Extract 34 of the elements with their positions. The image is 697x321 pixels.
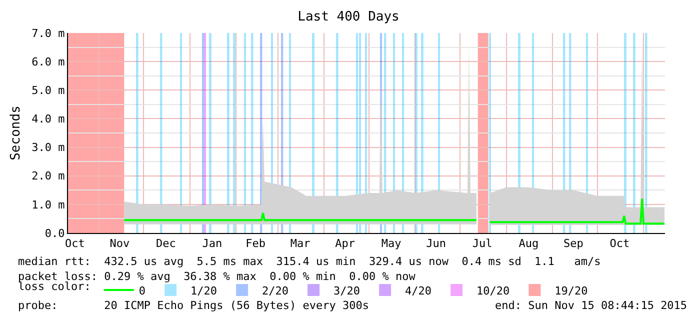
x-tick-label: Oct bbox=[64, 237, 85, 250]
x-tick-label: Jul bbox=[472, 237, 492, 250]
text: probe: 20 ICMP Echo Pings (56 Bytes) every 300s bbox=[18, 299, 369, 312]
legend-label: 2/20 bbox=[262, 284, 289, 298]
text: median rtt: 432.5 us avg 5.5 ms max 315.4 us min 329.4 us now 0.4 ms sd 1.1 am/s bbox=[18, 255, 601, 268]
text: packet loss: 0.29 % avg 36.38 % max 0.00 % min 0.00 % now bbox=[18, 270, 416, 283]
legend-label: 3/20 bbox=[334, 284, 360, 298]
x-tick-label: Aug bbox=[518, 237, 539, 250]
x-tick-label: Apr bbox=[335, 237, 356, 250]
y-tick-label: 5.0 m bbox=[32, 84, 66, 97]
x-tick-label: Jun bbox=[426, 237, 446, 250]
y-tick-label: 0.0 bbox=[44, 226, 65, 240]
chart-title: Last 400 Days bbox=[298, 10, 400, 25]
y-tick-label: 3.0 m bbox=[32, 141, 66, 154]
y-tick-label: 2.0 m bbox=[32, 170, 66, 183]
x-tick-label: Nov bbox=[110, 237, 130, 250]
text: end: Sun Nov 15 08:44:15 2015 bbox=[495, 299, 688, 312]
x-tick-label: Jan bbox=[202, 237, 222, 250]
y-tick-label: 6.0 m bbox=[32, 55, 66, 68]
x-tick-label: Oct bbox=[610, 237, 630, 250]
x-tick-label: May bbox=[381, 237, 402, 250]
x-tick-label: Sep bbox=[563, 237, 584, 250]
y-tick-label: 4.0 m bbox=[32, 112, 66, 126]
x-tick-label: Dec bbox=[156, 237, 176, 250]
x-tick-label: Mar bbox=[290, 237, 311, 250]
y-tick-label: 7.0 m bbox=[32, 26, 66, 40]
legend-label: 10/20 bbox=[476, 284, 510, 298]
x-tick-label: Feb bbox=[246, 237, 266, 250]
legend-label: 19/20 bbox=[554, 284, 588, 298]
y-tick-label: 1.0 m bbox=[32, 198, 66, 212]
legend-label: 1/20 bbox=[190, 284, 218, 298]
legend-label: 0 bbox=[138, 284, 146, 298]
legend-label: 4/20 bbox=[405, 284, 432, 298]
y-axis-title: Seconds bbox=[8, 106, 24, 160]
